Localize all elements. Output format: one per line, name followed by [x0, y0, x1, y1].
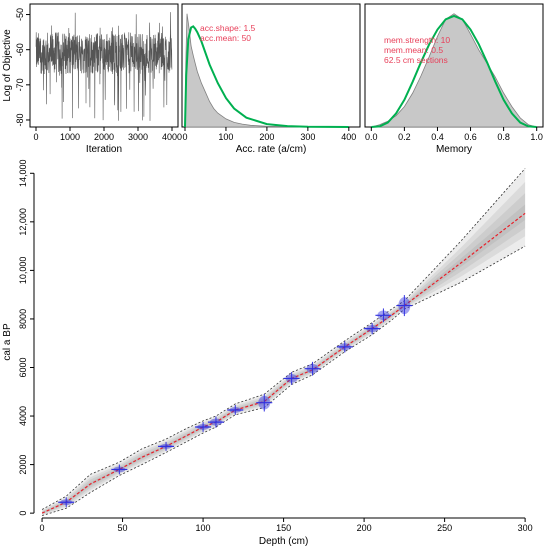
x-tick-label: 300	[300, 132, 315, 142]
x-tick-label: 250	[437, 523, 452, 533]
x-axis-title: Iteration	[86, 144, 122, 155]
objective-trace-line	[35, 12, 173, 121]
y-tick-label: -70	[15, 78, 25, 91]
x-tick-label: 150	[276, 523, 291, 533]
x-tick-label: 3000	[128, 132, 148, 142]
x-tick-label: 200	[357, 523, 372, 533]
x-tick-label: 1000	[60, 132, 80, 142]
y-tick-label: 14,000	[18, 160, 28, 188]
y-axis-title: cal a BP	[2, 323, 13, 361]
x-axis-title: Memory	[436, 144, 472, 155]
acc-rate-prior-line	[184, 25, 349, 128]
iteration-panel: 0 1000 2000 3000 4000 -50 -60 -70 -80 Iteration Lo…	[2, 3, 182, 155]
x-tick-label: 400	[341, 132, 356, 142]
y-tick-label: 2000	[18, 455, 28, 475]
x-tick-label: 2000	[94, 132, 114, 142]
model-envelope-band	[42, 181, 526, 515]
x-tick-label: 50	[118, 523, 128, 533]
x-tick-label: 4000	[162, 132, 182, 142]
memory-annotation: 62.5 cm sections	[384, 55, 448, 65]
y-axis-title: Log of Objective	[2, 29, 13, 102]
x-tick-label: 100	[196, 523, 211, 533]
x-tick-label: 0.4	[431, 132, 444, 142]
x-tick-label: 0.2	[398, 132, 411, 142]
memory-posterior-area	[371, 13, 537, 128]
x-tick-label: 0	[33, 132, 38, 142]
acc-rate-annotation: acc.shape: 1.5	[200, 23, 256, 33]
x-tick-label: 0.8	[497, 132, 510, 142]
memory-annotation: mem.strength: 10	[384, 35, 450, 45]
y-tick-label: 4000	[18, 406, 28, 426]
x-tick-label: 0	[40, 523, 45, 533]
upper-bound-line	[41, 168, 526, 510]
y-tick-label: 10,000	[18, 257, 28, 285]
x-tick-label: 100	[218, 132, 233, 142]
y-tick-label: 6000	[18, 357, 28, 377]
x-axis-title: Depth (cm)	[259, 536, 308, 547]
x-tick-label: 200	[259, 132, 274, 142]
memory-annotation: mem.mean: 0.5	[384, 45, 443, 55]
y-tick-label: -80	[15, 113, 25, 126]
x-tick-label: 0.6	[464, 132, 477, 142]
y-tick-label: 0	[18, 511, 28, 516]
model-envelope-band	[42, 204, 526, 514]
y-tick-label: -50	[15, 8, 25, 21]
x-tick-label: 0.0	[365, 132, 378, 142]
acc-rate-annotation: acc.mean: 50	[200, 33, 251, 43]
x-axis-title: Acc. rate (a/cm)	[236, 144, 307, 155]
x-tick-label: 1.0	[530, 132, 543, 142]
memory-panel: 0.0 0.2 0.4 0.6 0.8 1.0 mem.strength: 10mem.me…	[364, 3, 544, 155]
model-envelope-band	[42, 168, 526, 516]
memory-prior-line	[371, 14, 537, 128]
x-tick-label: 300	[518, 523, 533, 533]
age-depth-panel: 0 50 100 150 200 250 300 0 2000 4000 6000 8000 10,00…	[2, 160, 533, 547]
model-envelope-band	[42, 193, 526, 515]
y-tick-label: -60	[15, 43, 25, 56]
y-tick-label: 12,000	[18, 208, 28, 236]
y-tick-label: 8000	[18, 309, 28, 329]
x-tick-label: 0	[182, 132, 187, 142]
